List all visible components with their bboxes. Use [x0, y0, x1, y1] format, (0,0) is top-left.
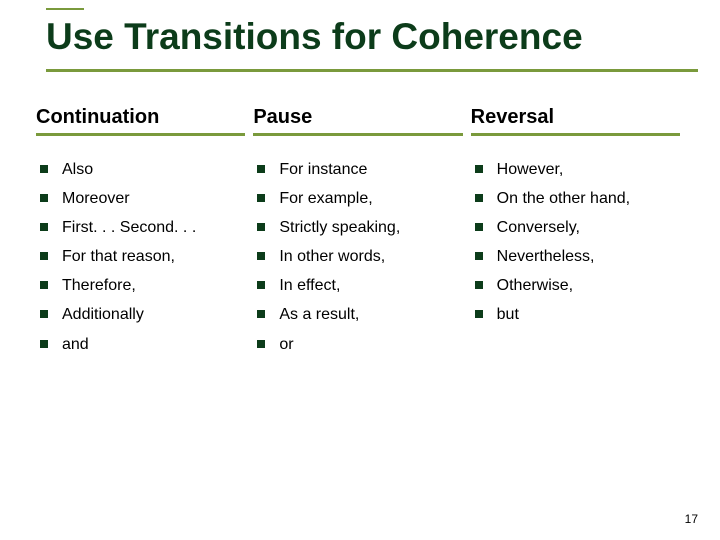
- square-bullet-icon: [40, 281, 48, 289]
- list-item-text: In other words,: [279, 245, 385, 268]
- square-bullet-icon: [257, 165, 265, 173]
- square-bullet-icon: [257, 340, 265, 348]
- item-list: For instance For example, Strictly speakin…: [257, 158, 462, 356]
- square-bullet-icon: [40, 310, 48, 318]
- slide-title: Use Transitions for Coherence: [46, 16, 698, 59]
- list-item-text: For instance: [279, 158, 367, 181]
- list-item-text: For example,: [279, 187, 372, 210]
- list-item-text: Nevertheless,: [497, 245, 595, 268]
- square-bullet-icon: [40, 194, 48, 202]
- list-item-text: Conversely,: [497, 216, 580, 239]
- square-bullet-icon: [257, 223, 265, 231]
- list-item: Therefore,: [40, 274, 245, 297]
- list-item: As a result,: [257, 303, 462, 326]
- square-bullet-icon: [475, 223, 483, 231]
- list-item: First. . . Second. . .: [40, 216, 245, 239]
- list-item: Additionally: [40, 303, 245, 326]
- list-item-text: Also: [62, 158, 93, 181]
- list-item-text: but: [497, 303, 519, 326]
- title-block: Use Transitions for Coherence: [46, 8, 698, 72]
- slide: Use Transitions for Coherence Continuati…: [0, 0, 720, 540]
- list-item-text: Strictly speaking,: [279, 216, 400, 239]
- list-item: or: [257, 333, 462, 356]
- square-bullet-icon: [257, 252, 265, 260]
- square-bullet-icon: [257, 281, 265, 289]
- list-item: and: [40, 333, 245, 356]
- list-item-text: On the other hand,: [497, 187, 630, 210]
- list-item: Conversely,: [475, 216, 680, 239]
- list-item: but: [475, 303, 680, 326]
- square-bullet-icon: [475, 310, 483, 318]
- list-item: Otherwise,: [475, 274, 680, 297]
- column-reversal: ReversalHowever,On the other hand,Conver…: [475, 106, 680, 362]
- page-number: 17: [685, 512, 698, 526]
- list-item: However,: [475, 158, 680, 181]
- list-item: For instance: [257, 158, 462, 181]
- square-bullet-icon: [257, 194, 265, 202]
- square-bullet-icon: [475, 252, 483, 260]
- square-bullet-icon: [40, 165, 48, 173]
- list-item-text: Therefore,: [62, 274, 136, 297]
- item-list: However, On the other hand, Conversely, Nev…: [475, 158, 680, 327]
- list-item: Moreover: [40, 187, 245, 210]
- title-accent: [46, 8, 84, 10]
- square-bullet-icon: [475, 194, 483, 202]
- list-item-text: or: [279, 333, 293, 356]
- column-heading: Continuation: [36, 106, 245, 136]
- square-bullet-icon: [40, 223, 48, 231]
- list-item-text: For that reason,: [62, 245, 175, 268]
- square-bullet-icon: [475, 165, 483, 173]
- list-item: In effect,: [257, 274, 462, 297]
- column-pause: PauseFor instanceFor example,Strictly sp…: [257, 106, 462, 362]
- column-heading: Reversal: [471, 106, 680, 136]
- list-item: For that reason,: [40, 245, 245, 268]
- list-item: Nevertheless,: [475, 245, 680, 268]
- columns: Continuation Also Moreover First. . . Secon…: [20, 106, 700, 362]
- item-list: Also Moreover First. . . Second. . . For th…: [40, 158, 245, 356]
- list-item-text: Moreover: [62, 187, 130, 210]
- list-item-text: In effect,: [279, 274, 340, 297]
- square-bullet-icon: [40, 340, 48, 348]
- square-bullet-icon: [475, 281, 483, 289]
- list-item: On the other hand,: [475, 187, 680, 210]
- list-item-text: and: [62, 333, 89, 356]
- list-item: Strictly speaking,: [257, 216, 462, 239]
- column-heading: Pause: [253, 106, 462, 136]
- list-item-text: First. . . Second. . .: [62, 216, 196, 239]
- list-item-text: However,: [497, 158, 564, 181]
- column-continuation: ContinuationAlsoMoreoverFirst. . . Secon…: [40, 106, 245, 362]
- list-item: For example,: [257, 187, 462, 210]
- square-bullet-icon: [40, 252, 48, 260]
- list-item-text: Otherwise,: [497, 274, 573, 297]
- list-item: In other words,: [257, 245, 462, 268]
- list-item-text: Additionally: [62, 303, 144, 326]
- list-item: Also: [40, 158, 245, 181]
- list-item-text: As a result,: [279, 303, 359, 326]
- square-bullet-icon: [257, 310, 265, 318]
